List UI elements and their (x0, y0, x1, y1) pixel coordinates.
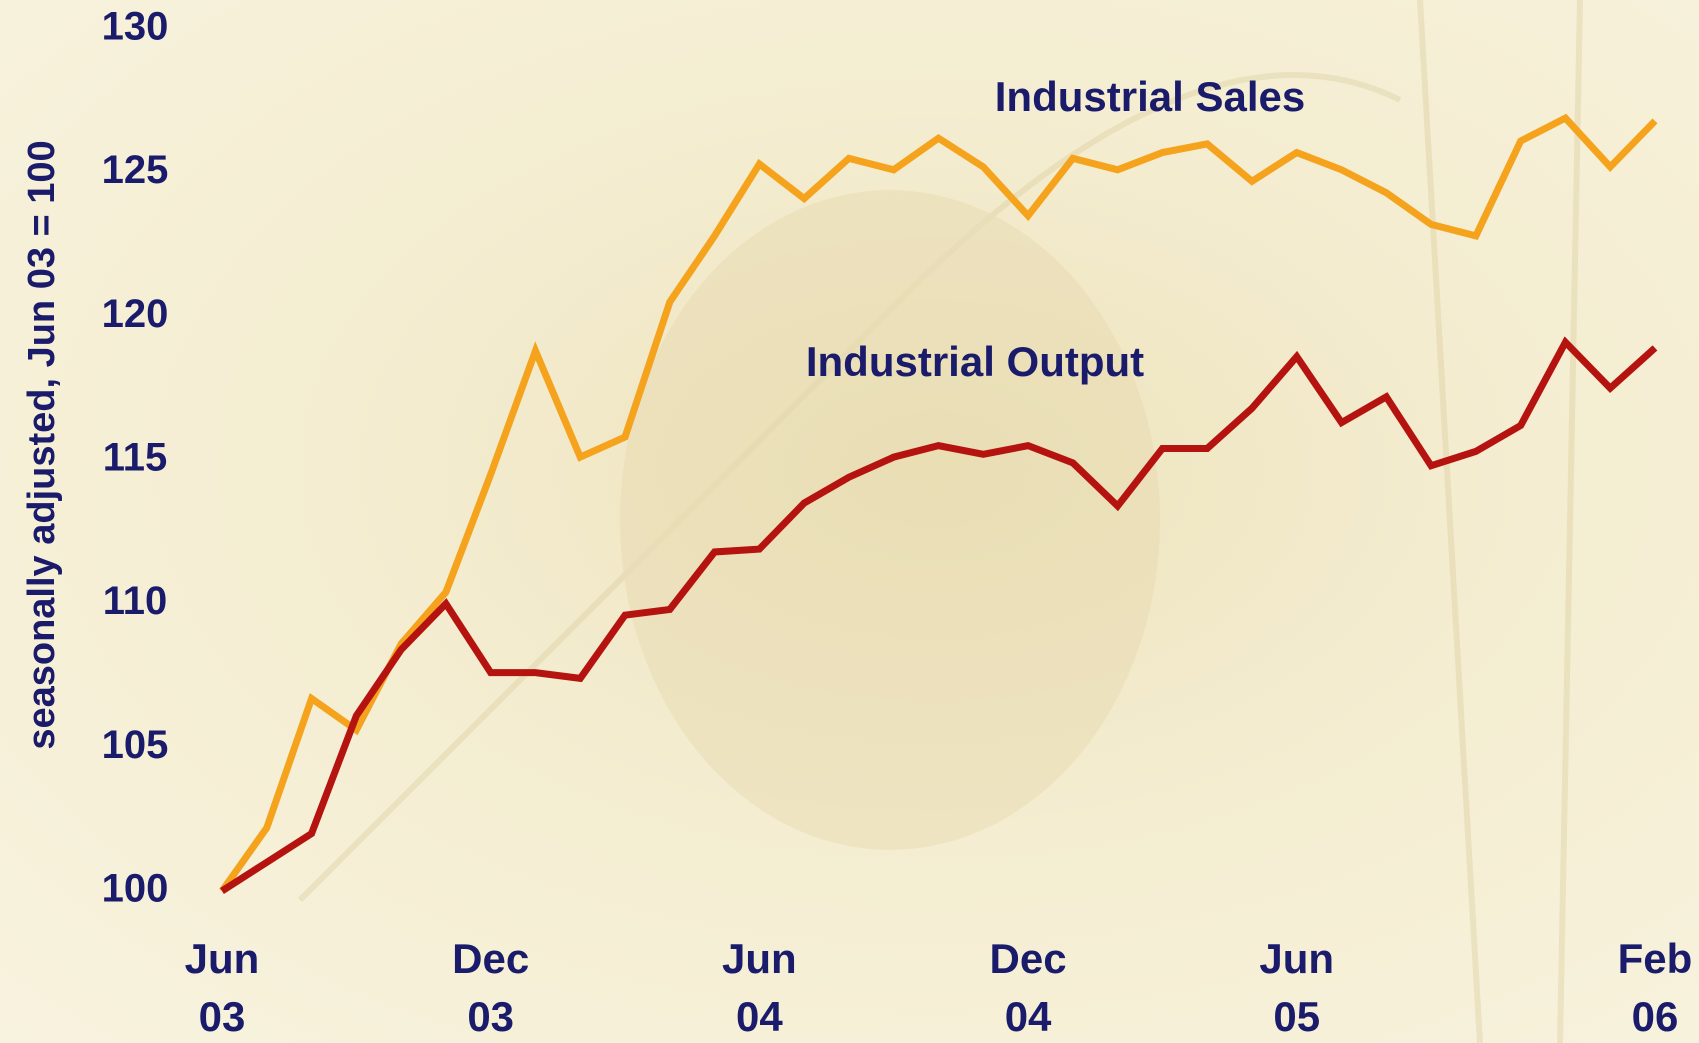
chart-svg: seasonally adjusted, Jun 03 = 100 100 105… (0, 0, 1699, 1043)
y-tick-label: 130 (102, 5, 169, 49)
series-label: Industrial Output (806, 338, 1144, 385)
y-tick-label: 110 (103, 579, 168, 623)
x-tick-label: Jun 04 (699, 930, 819, 1043)
chart: seasonally adjusted, Jun 03 = 100 100 105… (0, 0, 1699, 1043)
y-tick-label: 125 (102, 148, 169, 192)
series-label: Industrial Sales (995, 73, 1305, 120)
x-tick-label: Dec 03 (431, 930, 551, 1043)
x-tick-label: Jun 05 (1237, 930, 1357, 1043)
y-tick-label: 115 (103, 436, 168, 480)
y-axis-label: seasonally adjusted, Jun 03 = 100 (21, 140, 63, 749)
background-art (300, 0, 1580, 1043)
y-tick-label: 100 (102, 867, 169, 911)
x-tick-label: Dec 04 (968, 930, 1088, 1043)
y-tick-label: 105 (102, 723, 169, 767)
y-tick-label: 120 (102, 292, 169, 336)
x-tick-label: Feb 06 (1595, 930, 1699, 1043)
x-tick-label: Jun 03 (162, 930, 282, 1043)
